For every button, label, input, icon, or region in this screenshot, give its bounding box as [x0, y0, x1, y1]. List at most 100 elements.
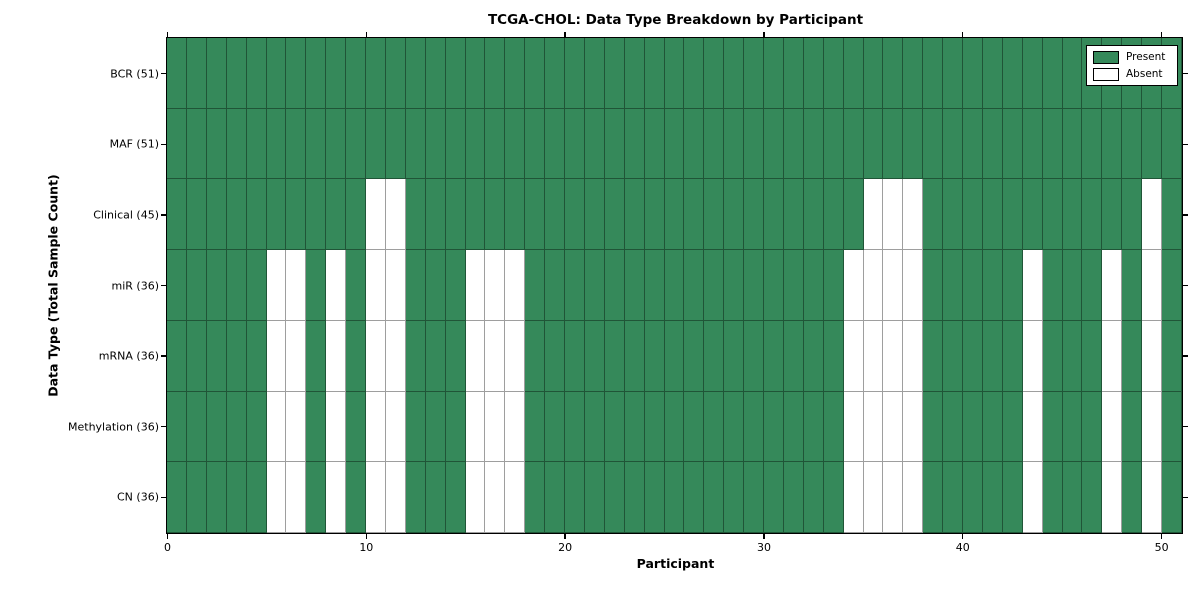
- tick-mark: [1183, 355, 1188, 357]
- heatmap-cell: [1062, 391, 1083, 463]
- heatmap-cell: [485, 320, 506, 392]
- heatmap-cell: [883, 179, 904, 251]
- heatmap-cell: [306, 462, 327, 533]
- heatmap-cell: [584, 462, 605, 533]
- heatmap-cell: [565, 250, 585, 321]
- heatmap-cell: [684, 108, 705, 180]
- heatmap-cell: [863, 462, 884, 533]
- heatmap-cell: [843, 179, 864, 251]
- heatmap-cell: [306, 38, 327, 109]
- heatmap-cell: [1062, 462, 1083, 533]
- heatmap-cell: [1162, 391, 1182, 463]
- heatmap-cell: [963, 108, 983, 180]
- heatmap-cell: [843, 462, 864, 533]
- tick-mark: [1160, 32, 1163, 37]
- heatmap-cell: [405, 320, 426, 392]
- heatmap-cell: [226, 108, 247, 180]
- heatmap-cell: [167, 391, 187, 463]
- heatmap-cell: [226, 391, 247, 463]
- heatmap-cell: [843, 391, 864, 463]
- heatmap-cell: [246, 320, 267, 392]
- heatmap-cell: [186, 391, 207, 463]
- heatmap-cell: [1122, 108, 1143, 180]
- y-tick-label: MAF (51): [109, 137, 159, 151]
- heatmap-cell: [206, 108, 227, 180]
- legend-swatch-present: [1093, 51, 1119, 64]
- heatmap-cell: [1022, 38, 1043, 109]
- heatmap-cell: [764, 250, 784, 321]
- heatmap-cell: [664, 462, 685, 533]
- heatmap-cell: [1042, 320, 1063, 392]
- heatmap-cell: [923, 320, 944, 392]
- heatmap-cell: [982, 250, 1003, 321]
- tick-mark: [365, 32, 367, 37]
- heatmap-cell: [883, 38, 904, 109]
- heatmap-cell: [306, 108, 327, 180]
- heatmap-cell: [684, 250, 705, 321]
- heatmap-cell: [1042, 108, 1063, 180]
- heatmap-cell: [565, 179, 585, 251]
- heatmap-cell: [346, 38, 367, 109]
- tick-mark: [962, 32, 964, 37]
- heatmap-cell: [226, 250, 247, 321]
- heatmap-cell: [863, 38, 884, 109]
- heatmap-cell: [863, 179, 884, 251]
- heatmap-cell: [843, 38, 864, 109]
- heatmap-cell: [624, 320, 645, 392]
- heatmap-cell: [445, 38, 466, 109]
- tick-mark: [161, 143, 166, 145]
- heatmap-cell: [903, 38, 924, 109]
- tick-mark: [161, 355, 166, 357]
- heatmap-cell: [1002, 108, 1023, 180]
- heatmap-cell: [982, 462, 1003, 533]
- heatmap-cell: [744, 320, 765, 392]
- heatmap-cell: [405, 38, 426, 109]
- heatmap-cell: [545, 250, 566, 321]
- heatmap-cell: [644, 320, 665, 392]
- heatmap-cell: [883, 391, 904, 463]
- heatmap-cell: [783, 462, 804, 533]
- heatmap-cell: [803, 250, 824, 321]
- heatmap-cell: [545, 391, 566, 463]
- tick-mark: [365, 534, 367, 539]
- heatmap-cell: [445, 250, 466, 321]
- heatmap-cell: [246, 391, 267, 463]
- heatmap-cell: [664, 320, 685, 392]
- heatmap-cell: [1002, 391, 1023, 463]
- heatmap-cell: [644, 108, 665, 180]
- heatmap-cell: [724, 179, 745, 251]
- heatmap-grid: [167, 38, 1182, 533]
- heatmap-cell: [943, 250, 964, 321]
- heatmap-cell: [624, 462, 645, 533]
- heatmap-cell: [226, 38, 247, 109]
- heatmap-cell: [644, 391, 665, 463]
- heatmap-cell: [346, 391, 367, 463]
- heatmap-cell: [226, 179, 247, 251]
- heatmap-cell: [943, 462, 964, 533]
- y-axis-label: Data Type (Total Sample Count): [45, 174, 61, 397]
- heatmap-cell: [425, 462, 446, 533]
- heatmap-cell: [803, 391, 824, 463]
- x-tick-label: 0: [164, 541, 171, 554]
- heatmap-cell: [1122, 391, 1143, 463]
- heatmap-cell: [425, 179, 446, 251]
- heatmap-cell: [485, 108, 506, 180]
- heatmap-cell: [366, 462, 386, 533]
- x-axis-label: Participant: [636, 556, 715, 571]
- heatmap-cell: [604, 320, 625, 392]
- heatmap-cell: [346, 320, 367, 392]
- heatmap-cell: [724, 320, 745, 392]
- heatmap-cell: [704, 108, 725, 180]
- heatmap-cell: [923, 179, 944, 251]
- heatmap-cell: [684, 462, 705, 533]
- heatmap-cell: [385, 108, 406, 180]
- heatmap-cell: [565, 391, 585, 463]
- heatmap-cell: [604, 38, 625, 109]
- y-tick-label: Methylation (36): [68, 420, 159, 434]
- heatmap-cell: [1162, 108, 1182, 180]
- heatmap-cell: [266, 179, 287, 251]
- heatmap-cell: [803, 38, 824, 109]
- heatmap-cell: [465, 108, 486, 180]
- heatmap-cell: [724, 38, 745, 109]
